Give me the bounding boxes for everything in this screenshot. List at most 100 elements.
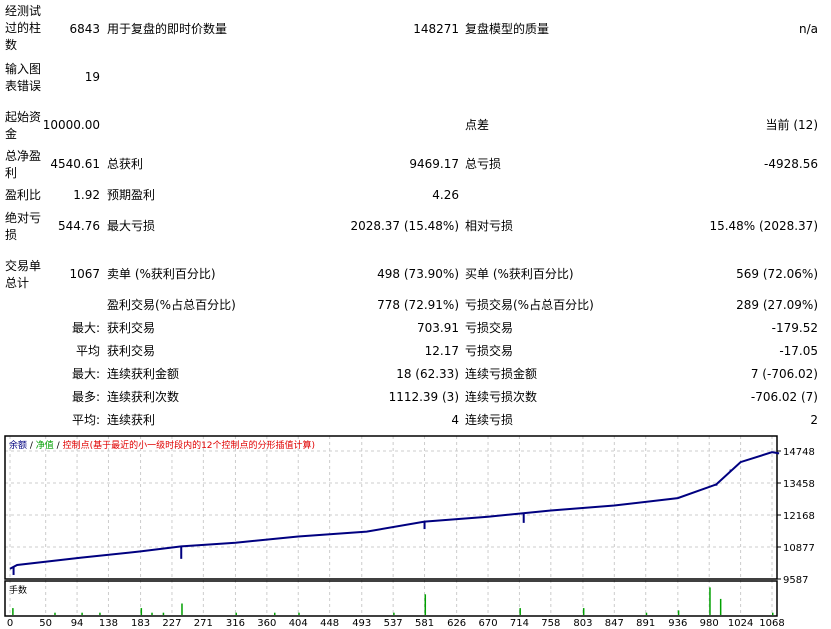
expected-payoff-label: 预期盈利 (107, 188, 156, 202)
volume-bar (772, 612, 774, 615)
profit-factor-value: 1.92 (73, 188, 100, 202)
avg-cons-wins-label: 连续获利 (107, 413, 156, 427)
max-cons-label: 最大: (71, 367, 100, 381)
chart-grid (5, 436, 777, 616)
long-label: 买单 (%获利百分比) (465, 267, 574, 281)
average-label: 平均 (75, 344, 100, 358)
gross-loss-value: -4928.56 (764, 157, 818, 171)
x-tick-label: 714 (510, 618, 529, 629)
volume-bar (235, 612, 237, 615)
x-tick-label: 50 (39, 618, 52, 629)
legend-sep: / (27, 441, 36, 451)
volume-bar (719, 598, 722, 615)
x-tick-label: 537 (384, 618, 403, 629)
volume-panel-frame (4, 580, 778, 617)
average-profit-value: 12.17 (424, 344, 459, 358)
volume-bar (519, 608, 521, 615)
max-cons-wins-label: 连续获利金额 (107, 367, 180, 381)
deposit-value: 10000.00 (42, 118, 100, 132)
largest-loss-value: -179.52 (771, 321, 818, 335)
volume-bar (54, 612, 56, 615)
x-tick-label: 670 (478, 618, 497, 629)
total-trades-label: 交易单总计 (5, 259, 42, 290)
avg-cons-losses-value: 2 (810, 413, 818, 427)
legend-control: 控制点(基于最近的小一级时段内的12个控制点的分形插值计算) (63, 439, 315, 451)
spread-label: 点差 (465, 118, 490, 132)
volume-label: 手数 (9, 584, 27, 596)
volume-bar (677, 610, 680, 615)
ticks-label: 用于复盘的即时价数量 (107, 22, 228, 36)
x-tick-label: 404 (289, 618, 308, 629)
x-tick-label: 847 (605, 618, 624, 629)
largest-profit-value: 703.91 (417, 321, 459, 335)
volume-bar (298, 612, 300, 615)
max-drawdown-value: 2028.37 (15.48%) (350, 219, 459, 233)
net-profit-value: 4540.61 (50, 157, 100, 171)
volume-bar (162, 612, 165, 615)
volume-bar (273, 612, 276, 615)
balance-line (9, 451, 780, 570)
gross-profit-label: 总获利 (107, 157, 144, 171)
x-tick-label: 183 (131, 618, 150, 629)
avg-cons-losses-label: 连续亏损 (465, 413, 514, 427)
largest-profit-label: 获利交易 (107, 321, 156, 335)
largest-loss-label: 亏损交易 (465, 321, 514, 335)
x-tick-label: 448 (320, 618, 339, 629)
max-drawdown-label: 最大亏损 (107, 219, 156, 233)
x-tick-label: 493 (352, 618, 371, 629)
x-tick-label: 94 (71, 618, 84, 629)
gross-loss-label: 总亏损 (465, 157, 502, 171)
x-tick-label: 360 (257, 618, 276, 629)
volume-bar (424, 594, 427, 615)
total-trades-value: 1067 (69, 267, 100, 281)
long-value: 569 (72.06%) (736, 267, 818, 281)
legend-sep: / (54, 441, 63, 451)
short-value: 498 (73.90%) (377, 267, 459, 281)
abs-drawdown-label: 绝对亏损 (5, 211, 42, 242)
x-tick-label: 271 (194, 618, 213, 629)
volume-bar (393, 612, 395, 615)
volume-bar (12, 608, 14, 615)
abs-drawdown-value: 544.76 (58, 219, 100, 233)
quality-value: n/a (798, 22, 818, 36)
loss-trades-label: 亏损交易(%占总百分比) (465, 298, 594, 312)
legend-equity: 净值 (36, 439, 54, 451)
rel-drawdown-value: 15.48% (2028.37) (709, 219, 818, 233)
x-tick-label: 980 (700, 618, 719, 629)
profit-trades-label: 盈利交易(%占总百分比) (107, 298, 236, 312)
bars-tested-value: 6843 (69, 22, 100, 36)
maximal-cons-loss-label: 连续亏损次数 (465, 390, 538, 404)
y-tick-label: 9587 (783, 575, 808, 586)
legend-balance: 余额 (9, 439, 27, 451)
x-tick-label: 891 (636, 618, 655, 629)
x-tick-label: 1024 (728, 618, 753, 629)
svg-text:余额 / 净值 / 控制点(基于最近的小一级时段内的12个控: 余额 / 净值 / 控制点(基于最近的小一级时段内的12个控制点的分形插值计算) (9, 439, 315, 451)
volume-bar (709, 587, 711, 615)
average-loss-label: 亏损交易 (465, 344, 514, 358)
errors-label: 输入图表错误 (5, 62, 42, 93)
volume-bar (140, 608, 143, 615)
net-profit-label: 总净盈利 (5, 149, 42, 180)
y-tick-label: 13458 (783, 479, 815, 490)
bars-tested-label: 经测试过的柱数 (5, 4, 42, 52)
main-panel-frame (4, 435, 778, 580)
gross-profit-value: 9469.17 (409, 157, 459, 171)
equity-line (9, 451, 780, 570)
y-tick-label: 12168 (783, 511, 815, 522)
balance-chart: 余额 / 净值 / 控制点(基于最近的小一级时段内的12个控制点的分形插值计算)… (4, 435, 815, 629)
x-tick-label: 803 (573, 618, 592, 629)
spread-value: 当前 (12) (765, 118, 818, 132)
avg-cons-label: 平均: (71, 413, 100, 427)
volume-bar (645, 612, 648, 615)
ticks-value: 148271 (413, 22, 459, 36)
x-tick-label: 581 (415, 618, 434, 629)
short-label: 卖单 (%获利百分比) (107, 267, 216, 281)
volume-bar (151, 612, 153, 615)
maximal-label: 最多: (71, 390, 100, 404)
maximal-cons-loss-value: -706.02 (7) (750, 390, 818, 404)
x-tick-label: 316 (226, 618, 245, 629)
quality-label: 复盘模型的质量 (465, 22, 550, 36)
x-tick-label: 626 (447, 618, 466, 629)
x-tick-label: 936 (668, 618, 687, 629)
volume-bar (81, 612, 83, 615)
